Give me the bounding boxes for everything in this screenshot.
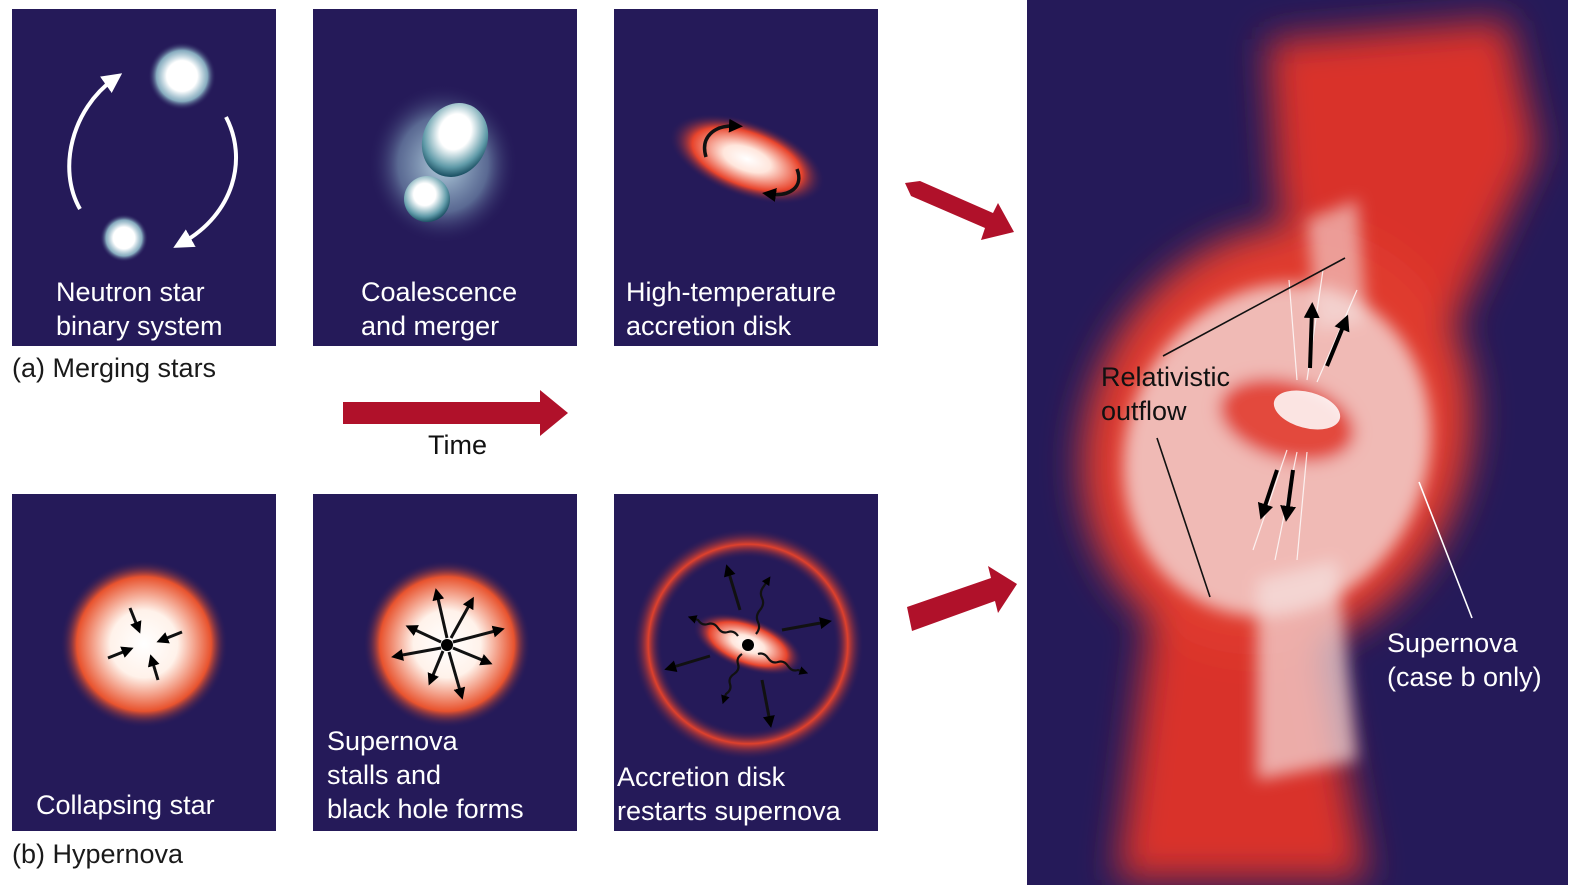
neutron-star-binary-illustration bbox=[67, 42, 239, 262]
supernova-label-line1: Supernova bbox=[1387, 628, 1518, 658]
panel-caption-line1: Supernova bbox=[327, 726, 458, 756]
black-hole-forms-illustration bbox=[363, 560, 531, 728]
accretion-restarts-illustration bbox=[632, 528, 864, 760]
panel-caption-line3: black hole forms bbox=[327, 794, 524, 824]
panel-collapsing-star: Collapsing star bbox=[12, 494, 276, 831]
panel-caption-line1: Neutron star bbox=[56, 277, 205, 307]
accretion-disk-illustration bbox=[668, 113, 826, 205]
arrow-top-to-outflow bbox=[905, 181, 1014, 240]
panel-caption-line1: Coalescence bbox=[361, 277, 518, 307]
caption-merging-stars: (a) Merging stars bbox=[12, 353, 217, 383]
panel-caption-line1: High-temperature bbox=[626, 277, 837, 307]
coalescence-illustration bbox=[368, 84, 518, 244]
panel-black-hole-forms: Supernova stalls and black hole forms bbox=[313, 494, 577, 831]
arrow-bottom-to-outflow bbox=[907, 566, 1017, 631]
relativistic-outflow-illustration bbox=[1081, 20, 1537, 880]
collapsing-star-illustration bbox=[60, 560, 228, 728]
panel-accretion-restarts: Accretion disk restarts supernova bbox=[614, 494, 878, 831]
caption-hypernova: (b) Hypernova bbox=[12, 839, 184, 869]
panel-relativistic-outflow: Relativistic outflow Supernova (case b o… bbox=[1027, 0, 1568, 885]
panel-caption-line1: Accretion disk bbox=[617, 762, 786, 792]
supernova-label-line2: (case b only) bbox=[1387, 662, 1542, 692]
outflow-label-line1: Relativistic bbox=[1101, 362, 1231, 392]
panel-caption-line2: and merger bbox=[361, 311, 500, 341]
panel-caption-line2: accretion disk bbox=[626, 311, 792, 341]
panel-caption-line2: binary system bbox=[56, 311, 223, 341]
panel-caption-line2: stalls and bbox=[327, 760, 442, 790]
panel-coalescence: Coalescence and merger bbox=[313, 9, 577, 346]
outflow-label-line2: outflow bbox=[1101, 396, 1187, 426]
panel-caption-line1: Collapsing star bbox=[36, 790, 215, 820]
panel-neutron-star-binary: Neutron star binary system bbox=[12, 9, 276, 346]
panel-caption-line2: restarts supernova bbox=[617, 796, 841, 826]
time-label: Time bbox=[428, 430, 487, 460]
panel-accretion-disk: High-temperature accretion disk bbox=[614, 9, 878, 346]
